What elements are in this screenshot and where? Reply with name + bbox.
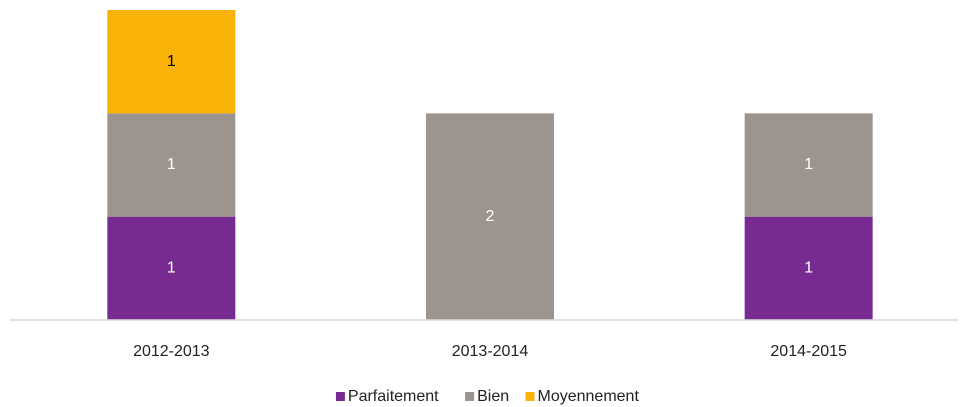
data-label: 1 — [804, 156, 813, 173]
bar-segment — [744, 113, 873, 217]
x-tick-label: 2013-2014 — [452, 343, 529, 360]
data-label: 1 — [804, 260, 813, 277]
data-label: 1 — [167, 260, 176, 277]
legend-label: Moyennement — [538, 388, 640, 405]
legend-swatch — [335, 392, 345, 401]
legend-swatch — [525, 392, 535, 401]
legend-swatch — [465, 392, 475, 401]
legend-label: Parfaitement — [348, 388, 439, 405]
legend-label: Bien — [477, 388, 509, 405]
bar-segment — [107, 216, 236, 320]
x-tick-label: 2014-2015 — [770, 343, 847, 360]
bar-segment — [107, 113, 236, 217]
data-label: 1 — [167, 156, 176, 173]
bar-segment — [107, 10, 236, 114]
data-label: 1 — [167, 53, 176, 70]
bar-segment — [426, 113, 554, 320]
bar-segment — [744, 216, 873, 320]
x-tick-label: 2012-2013 — [133, 343, 210, 360]
data-label: 2 — [486, 208, 495, 225]
